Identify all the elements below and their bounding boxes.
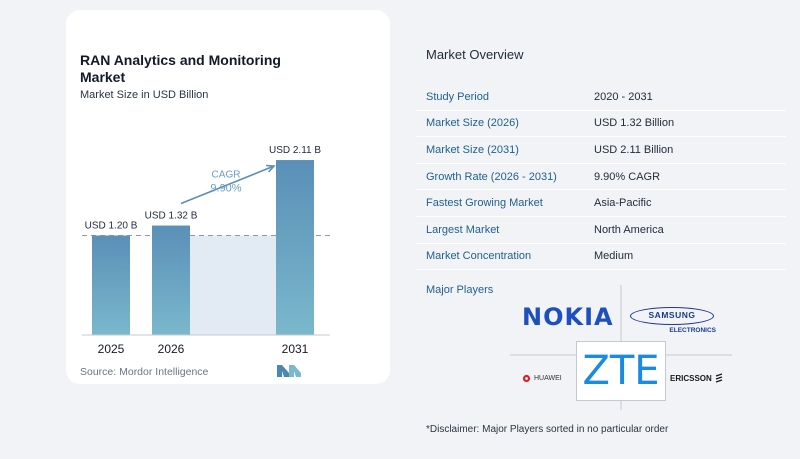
overview-value: Asia-Pacific	[594, 197, 652, 210]
samsung-wordmark: SAMSUNG	[630, 307, 714, 325]
overview-row: Fastest Growing Market Asia-Pacific	[416, 190, 786, 217]
overview-value: USD 2.11 Billion	[594, 143, 674, 156]
overview-row: Market Size (2031) USD 2.11 Billion	[416, 137, 786, 164]
overview-label: Market Concentration	[426, 250, 532, 263]
overview-row: Market Size (2026) USD 1.32 Billion	[416, 111, 786, 138]
chart-title: RAN Analytics and Monitoring Market	[80, 52, 281, 85]
overview-row: Market Concentration Medium	[416, 243, 786, 271]
overview-row: Study Period 2020 - 2031	[416, 84, 786, 111]
disclaimer-text: *Disclaimer: Major Players sorted in no …	[426, 424, 669, 435]
zte-logo: ZTE	[576, 341, 666, 401]
huawei-flower-icon	[522, 374, 531, 383]
overview-value: USD 1.32 Billion	[594, 117, 675, 130]
major-players-title: Major Players	[426, 284, 494, 296]
cagr-value: 9.90%	[210, 183, 241, 195]
nokia-logo: NOKIA	[522, 303, 614, 331]
overview-label: Fastest Growing Market	[426, 197, 543, 210]
x-tick-2031: 2031	[282, 342, 309, 356]
overview-label: Largest Market	[426, 223, 500, 236]
overview-value: Medium	[594, 250, 634, 263]
bar-chart: USD 1.20 B 2025 USD 1.32 B 2026 USD 2.11 B 20…	[82, 145, 330, 356]
overview-label: Market Size (2026)	[426, 117, 519, 130]
huawei-logo: HUAWEI	[522, 374, 570, 383]
ericsson-mark-icon	[715, 373, 723, 383]
samsung-subtitle: ELECTRONICS	[669, 327, 716, 334]
huawei-wordmark: HUAWEI	[534, 375, 562, 382]
bar-2031	[276, 160, 314, 335]
data-label-2026: USD 1.32 B	[145, 211, 198, 222]
overview-label: Market Size (2031)	[426, 143, 519, 156]
major-players-logos: NOKIA SAMSUNG ELECTRONICS ZTE HUAWEI ERI…	[510, 285, 732, 410]
market-overview-title: Market Overview	[426, 47, 524, 62]
ericsson-logo: ERICSSON	[670, 373, 723, 383]
mordor-logo-icon	[277, 365, 301, 377]
chart-subtitle: Market Size in USD Billion	[80, 89, 209, 101]
source-text: Source: Mordor Intelligence	[80, 366, 209, 378]
data-label-2031: USD 2.11 B	[269, 145, 321, 156]
overview-label: Study Period	[426, 90, 489, 103]
overview-value: 9.90% CAGR	[594, 170, 661, 183]
bar-2026	[152, 225, 190, 335]
data-label-2025: USD 1.20 B	[85, 221, 138, 232]
x-tick-2026: 2026	[158, 342, 185, 356]
cagr-label: CAGR	[212, 170, 241, 181]
market-overview-table: Study Period 2020 - 2031 Market Size (2026…	[416, 84, 786, 271]
overview-row: Growth Rate (2026 - 2031) 9.90% CAGR	[416, 164, 786, 191]
samsung-logo: SAMSUNG ELECTRONICS	[630, 307, 720, 334]
ericsson-wordmark: ERICSSON	[670, 373, 712, 383]
projection-area	[190, 235, 276, 335]
overview-value: 2020 - 2031	[594, 90, 653, 103]
x-tick-2025: 2025	[98, 342, 125, 356]
overview-value: North America	[594, 223, 664, 236]
bar-2025	[92, 235, 130, 335]
cagr-arrow	[180, 165, 275, 205]
cagr-arrowhead	[265, 164, 276, 173]
overview-label: Growth Rate (2026 - 2031)	[426, 170, 557, 183]
overview-row: Largest Market North America	[416, 217, 786, 244]
